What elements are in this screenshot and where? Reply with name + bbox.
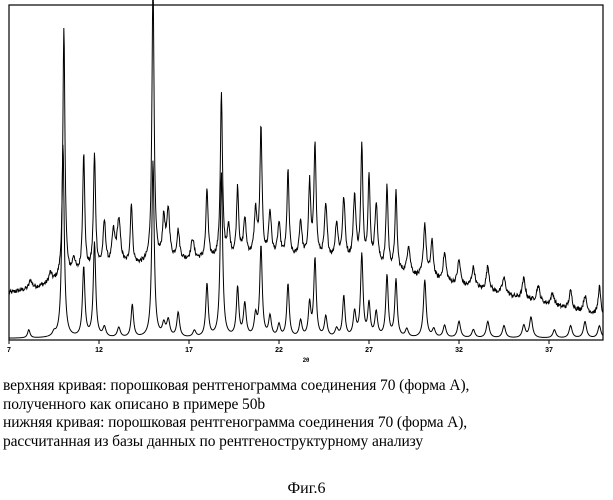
x-tick-label: 27 (365, 347, 373, 354)
x-tick-label: 7 (7, 347, 11, 354)
x-axis-label: 2θ (303, 358, 310, 364)
xrd-chart: 7 12 17 22 27 32 37 2θ (7, 0, 604, 364)
x-tick-label: 32 (455, 347, 463, 354)
series-layer (8, 0, 604, 339)
x-tick-label: 17 (185, 347, 193, 354)
plot-frame (8, 4, 604, 341)
x-axis: 7 12 17 22 27 32 37 (7, 340, 553, 354)
figure-caption: верхняя кривая: порошковая рентгенограмм… (3, 377, 608, 451)
caption-line-4: рассчитанная из базы данных по рентгенос… (3, 432, 424, 450)
upper-curve (8, 0, 604, 315)
x-tick-label: 12 (95, 347, 103, 354)
x-tick-label: 22 (275, 347, 283, 354)
figure-label: Фиг.6 (287, 480, 326, 497)
caption-line-3: нижняя кривая: порошковая рентгенограмма… (3, 414, 468, 431)
caption-line-2: полученного как описано в примере 50b (3, 395, 266, 413)
caption-line-1: верхняя кривая: порошковая рентгенограмм… (3, 377, 470, 394)
x-tick-label: 37 (545, 347, 553, 354)
lower-curve (8, 144, 604, 339)
